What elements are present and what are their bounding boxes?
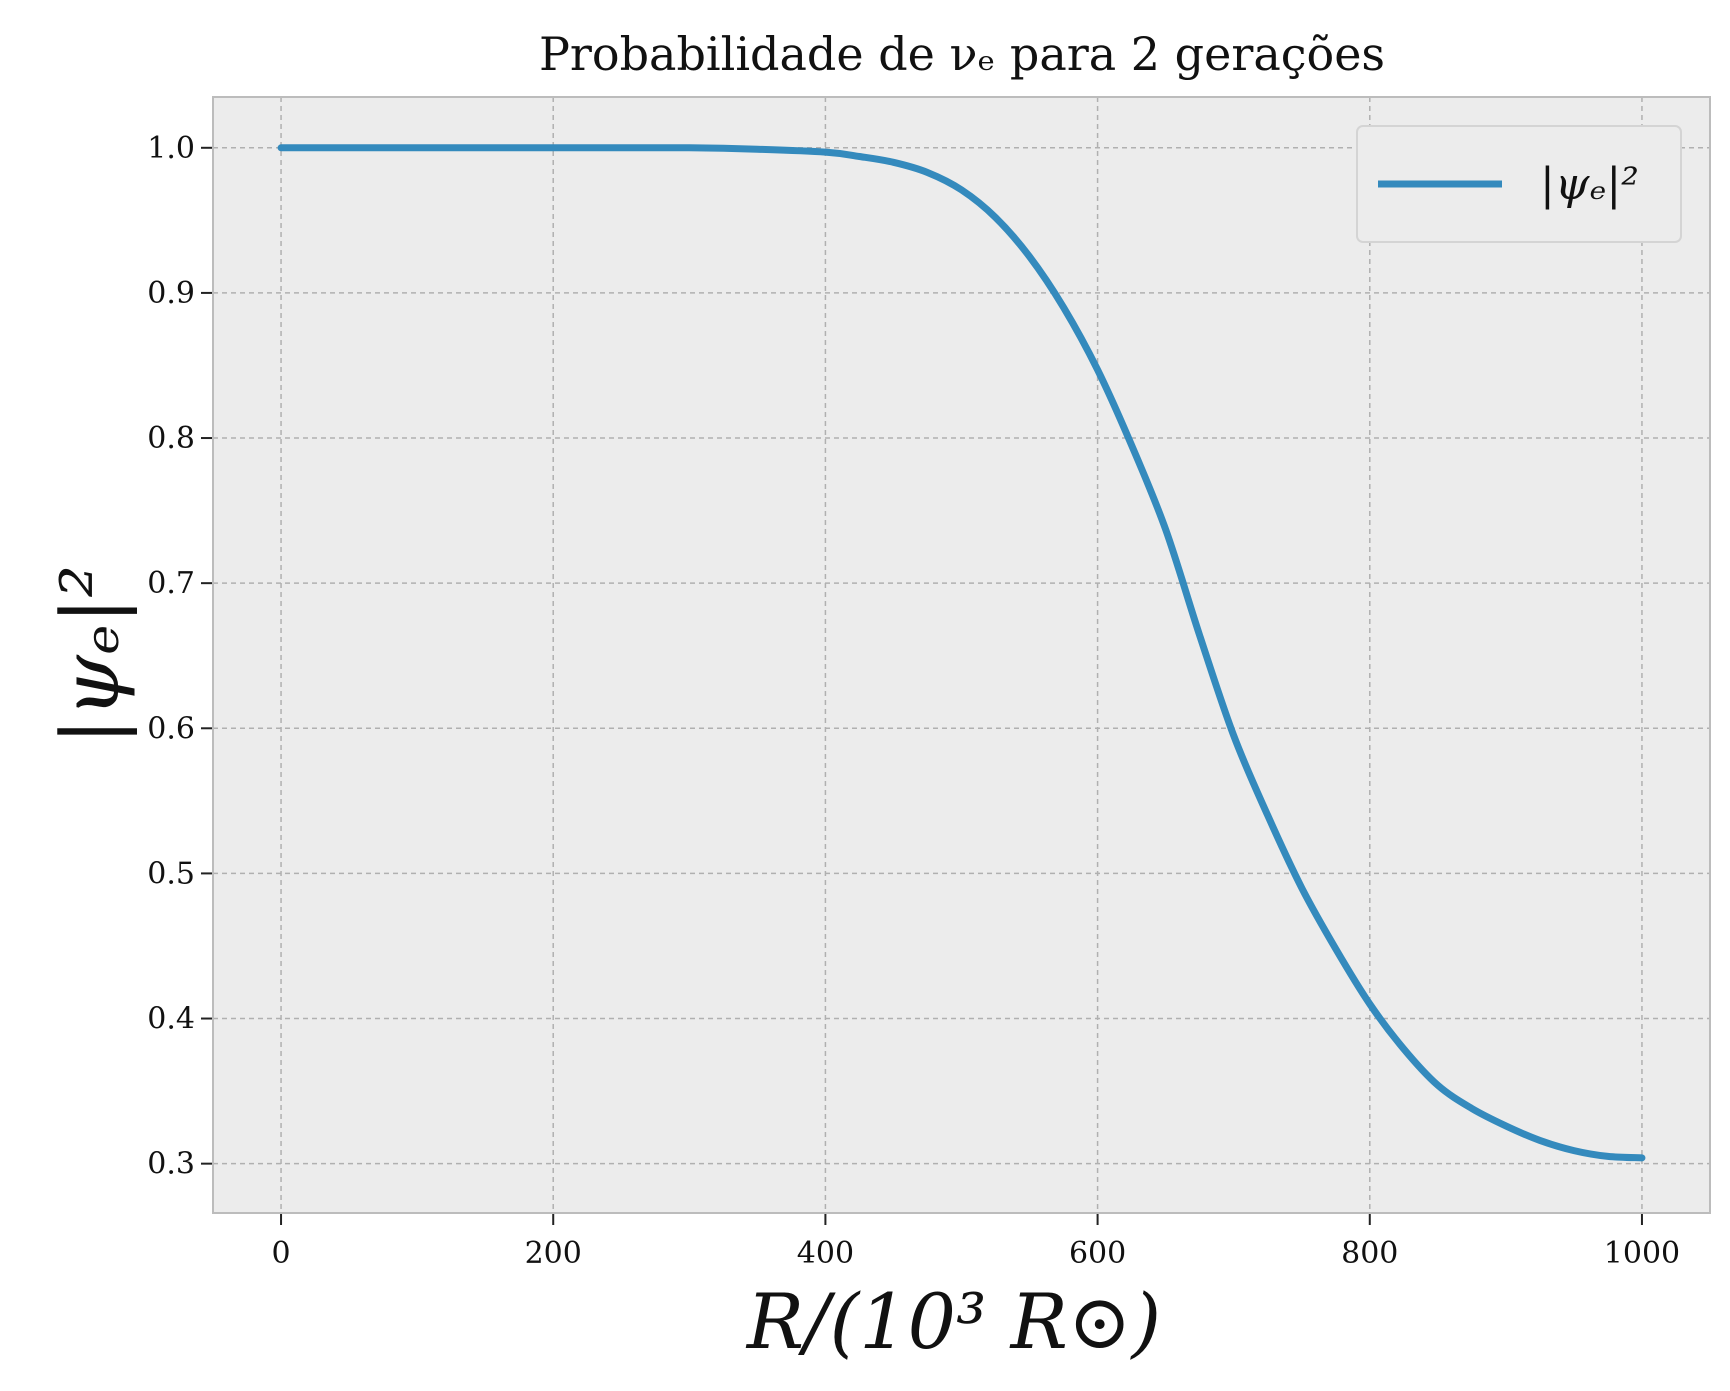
ticks: 0 200 400 600 800 1000 0.3 0.4 0.5 0.6 0.7 0.8 0.9 1.… (147, 131, 1680, 1271)
x-axis-label: R/(10³ R⊙) (745, 1277, 1161, 1366)
legend: |ψₑ|² (1356, 125, 1682, 243)
grid (213, 97, 1710, 1213)
y-tick-label: 0.4 (147, 1002, 195, 1037)
y-tick-label: 0.5 (147, 856, 195, 891)
x-tick-label: 200 (525, 1236, 582, 1271)
y-axis-label: |ψₑ|² (44, 565, 137, 745)
plot-frame (212, 96, 1711, 1214)
series (277, 144, 1646, 1162)
x-tick-label: 800 (1341, 1236, 1398, 1271)
y-tick-label: 1.0 (147, 131, 195, 166)
y-tick-label: 0.6 (147, 711, 195, 746)
legend-label: |ψₑ|² (1540, 159, 1639, 210)
y-tick-label: 0.3 (147, 1147, 195, 1182)
x-tick-label: 600 (1069, 1236, 1126, 1271)
x-tick-label: 0 (271, 1236, 290, 1271)
y-tick-label: 0.9 (147, 276, 195, 311)
y-tick-label: 0.7 (147, 566, 195, 601)
x-tick-label: 1000 (1604, 1236, 1680, 1271)
chart-title: Probabilidade de νₑ para 2 gerações (539, 27, 1385, 81)
series-line (277, 144, 1646, 1162)
y-tick-label: 0.8 (147, 421, 195, 456)
plot-area (213, 97, 1710, 1213)
x-tick-label: 400 (797, 1236, 854, 1271)
legend-box (1356, 125, 1682, 243)
